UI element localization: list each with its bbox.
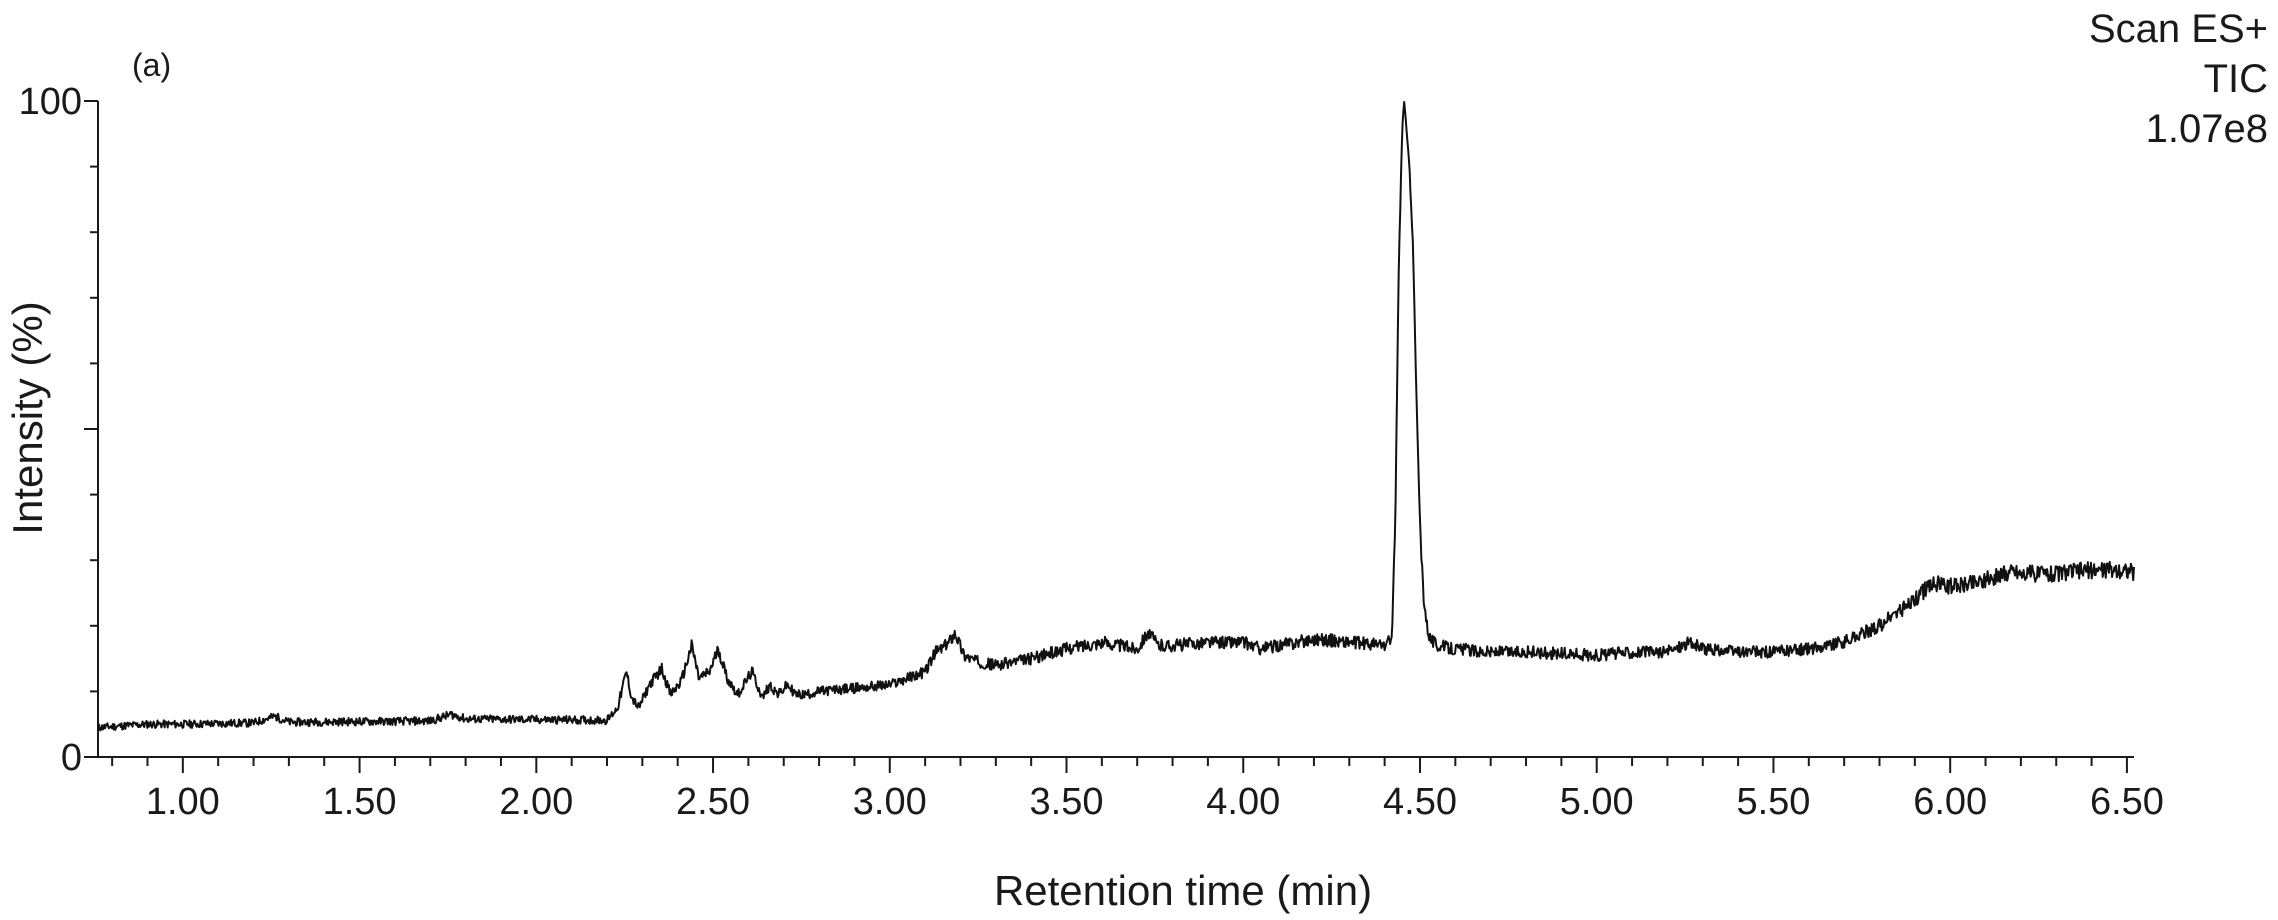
x-tick-label: 3.50 bbox=[1030, 781, 1104, 823]
x-tick-label: 5.50 bbox=[1736, 781, 1810, 823]
y-axis-title: Intensity (%) bbox=[4, 301, 51, 534]
x-tick-label: 1.00 bbox=[146, 781, 220, 823]
x-tick-label: 2.00 bbox=[499, 781, 573, 823]
x-tick-label: 3.00 bbox=[853, 781, 927, 823]
plot-series bbox=[97, 101, 2135, 732]
x-tick-label: 1.50 bbox=[323, 781, 397, 823]
header-scan-mode: Scan ES+ bbox=[2089, 7, 2268, 51]
y-axis: 0 100 bbox=[19, 81, 99, 779]
x-tick-label: 2.50 bbox=[676, 781, 750, 823]
tic-trace-line bbox=[97, 101, 2135, 732]
x-tick-label: 6.00 bbox=[1913, 781, 1987, 823]
x-axis: 1.00 1.50 2.00 2.50 3.00 3.50 4.00 4.50 5.00 5.50… bbox=[98, 756, 2164, 823]
y-tick-label: 0 bbox=[61, 737, 82, 779]
x-tick-label: 4.00 bbox=[1206, 781, 1280, 823]
x-tick-label: 6.50 bbox=[2090, 781, 2164, 823]
x-axis-title: Retention time (min) bbox=[994, 867, 1372, 914]
y-tick-label: 100 bbox=[19, 81, 82, 123]
x-tick-label: 4.50 bbox=[1383, 781, 1457, 823]
header-max-intensity: 1.07e8 bbox=[2146, 107, 2268, 151]
panel-label: (a) bbox=[132, 47, 171, 83]
x-tick-label: 5.00 bbox=[1560, 781, 1634, 823]
header-trace-type: TIC bbox=[2204, 57, 2268, 101]
